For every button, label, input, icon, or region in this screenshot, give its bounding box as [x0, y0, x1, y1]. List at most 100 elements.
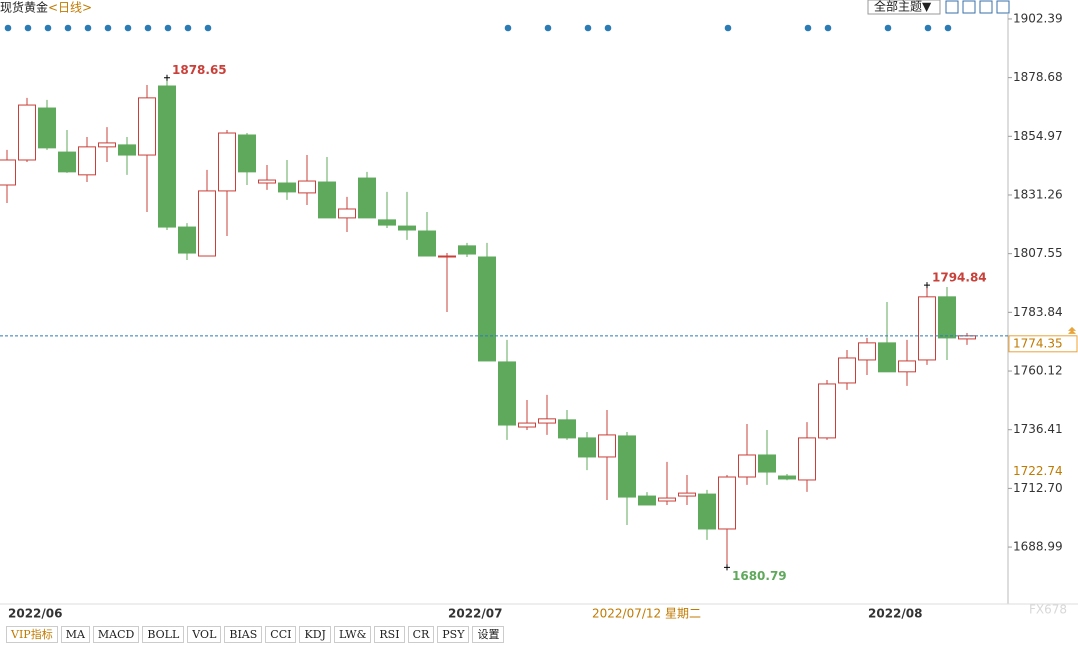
candle-body — [818, 383, 836, 439]
indicator-tab[interactable]: BOLL — [142, 626, 185, 643]
event-marker[interactable] — [164, 24, 172, 32]
candle-body — [18, 104, 36, 161]
y-tick-label: 1902.39 — [1013, 11, 1063, 25]
candle-body — [438, 255, 456, 258]
event-marker[interactable] — [924, 24, 932, 32]
indicator-tab[interactable]: CCI — [265, 626, 297, 643]
candle-body — [838, 357, 856, 384]
candle-body — [398, 225, 416, 231]
indicator-tab[interactable]: KDJ — [299, 626, 331, 643]
indicator-tab[interactable]: RSI — [374, 626, 405, 643]
event-marker[interactable] — [84, 24, 92, 32]
x-tick-label: 2022/07 — [448, 607, 502, 621]
event-marker[interactable] — [44, 24, 52, 32]
candle-body — [518, 422, 536, 428]
current-price-label: 1774.35 — [1013, 336, 1063, 350]
cursor-date-label: 2022/07/12 星期二 — [592, 607, 701, 621]
theme-button[interactable] — [867, 0, 941, 15]
event-marker[interactable] — [804, 24, 812, 32]
candle-body — [378, 219, 396, 226]
extreme-label: 1794.84 — [932, 271, 987, 285]
event-marker[interactable] — [24, 24, 32, 32]
event-marker[interactable] — [504, 24, 512, 32]
candle-body — [878, 342, 896, 373]
candle-body — [78, 146, 96, 176]
y-tick-label: 1760.12 — [1013, 364, 1063, 378]
candle-body — [278, 182, 296, 193]
candle-body — [318, 181, 336, 219]
event-marker[interactable] — [124, 24, 132, 32]
indicator-tab[interactable]: PSY — [437, 626, 470, 643]
event-marker[interactable] — [204, 24, 212, 32]
candle-body — [578, 437, 596, 458]
indicator-tab[interactable]: CR — [407, 626, 435, 643]
price-arrow — [1068, 326, 1076, 334]
candle-body — [98, 142, 116, 148]
candle-body — [638, 495, 656, 506]
candle-body — [458, 245, 476, 255]
candle-body — [918, 296, 936, 361]
candle-body — [758, 454, 776, 473]
indicator-tab[interactable]: MA — [60, 626, 90, 643]
candle-body — [678, 492, 696, 497]
candle-body — [218, 132, 236, 192]
candle-body — [258, 179, 276, 184]
candle-body — [178, 226, 196, 254]
candle-body — [658, 497, 676, 502]
candle-body — [938, 296, 956, 339]
event-marker[interactable] — [64, 24, 72, 32]
event-marker[interactable] — [604, 24, 612, 32]
candle-body — [238, 134, 256, 173]
candle-body — [138, 97, 156, 156]
instrument-title: 现货黄金 — [0, 0, 48, 15]
event-marker[interactable] — [4, 24, 12, 32]
candle-body — [38, 107, 56, 149]
indicator-toolbar: VIP指标 MA MACD BOLL VOL BIAS CCI KDJ LW& RSI CR PSY 设… — [6, 626, 505, 643]
candle-body — [0, 159, 16, 186]
event-marker[interactable] — [584, 24, 592, 32]
extreme-marker — [724, 564, 730, 571]
toolbar-icons[interactable] — [945, 0, 1010, 14]
event-marker[interactable] — [884, 24, 892, 32]
event-marker[interactable] — [184, 24, 192, 32]
current-price-box — [1008, 335, 1078, 353]
candle-body — [158, 85, 176, 228]
candle-body — [738, 454, 756, 478]
candle-body — [538, 418, 556, 424]
candle-body — [898, 360, 916, 373]
candle-body — [598, 434, 616, 458]
indicator-tab[interactable]: MACD — [92, 626, 140, 643]
event-marker[interactable] — [944, 24, 952, 32]
candle-body — [698, 493, 716, 530]
candle-body — [418, 230, 436, 257]
indicator-tab[interactable]: LW& — [333, 626, 372, 643]
period-label[interactable]: <日线> — [48, 1, 92, 15]
candle-body — [338, 208, 356, 219]
extreme-label: 1680.79 — [732, 569, 787, 583]
event-marker[interactable] — [544, 24, 552, 32]
y-tick-label: 1688.99 — [1013, 540, 1063, 554]
event-marker[interactable] — [104, 24, 112, 32]
indicator-tab[interactable]: VOL — [187, 626, 222, 643]
event-marker[interactable] — [144, 24, 152, 32]
indicator-tab[interactable]: VIP指标 — [6, 626, 58, 643]
event-marker[interactable] — [724, 24, 732, 32]
theme-menu[interactable]: 全部主题▼ — [874, 0, 932, 14]
indicator-tab[interactable]: 设置 — [472, 626, 505, 643]
x-tick-label: 2022/06 — [8, 607, 62, 621]
candle-body — [778, 475, 796, 480]
indicator-tab[interactable]: BIAS — [224, 626, 263, 643]
chart: 现货黄金 <日线> 全部主题▼ FX678 1902.39 1878.68 1854… — [0, 0, 1078, 621]
cursor-price-label: 1722.74 — [1013, 464, 1063, 478]
y-tick-label: 1878.68 — [1013, 70, 1063, 84]
y-tick-label: 1712.70 — [1013, 481, 1063, 495]
candle-body — [198, 190, 216, 257]
y-tick-label: 1807.55 — [1013, 246, 1063, 260]
candle-body — [118, 144, 136, 156]
event-marker[interactable] — [824, 24, 832, 32]
candle-body — [798, 437, 816, 481]
candle-body — [558, 419, 576, 439]
x-tick-label: 2022/08 — [868, 607, 922, 621]
candle-body — [718, 476, 736, 530]
